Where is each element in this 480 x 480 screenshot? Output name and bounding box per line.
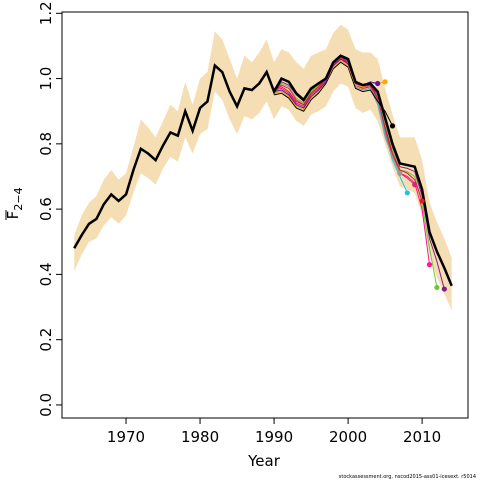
y-axis-label-main: F xyxy=(4,211,22,220)
x-tick-label: 2010 xyxy=(403,428,441,446)
endpoint xyxy=(434,284,440,291)
y-axis-label-sub: 2−4 xyxy=(12,187,25,210)
retro-line xyxy=(273,61,393,127)
x-tick-label: 2000 xyxy=(329,428,367,446)
y-axis-label: F 2−4 xyxy=(4,187,25,220)
endpoint xyxy=(375,80,381,87)
confidence-band xyxy=(74,24,452,311)
endpoint xyxy=(419,198,425,204)
endpoint xyxy=(382,79,388,85)
x-axis-label: Year xyxy=(247,452,281,470)
y-tick-label: 0.6 xyxy=(37,197,55,221)
x-tick-label: 1970 xyxy=(107,428,145,446)
footnote: stockassessment.org, nscod2015-ass01-ice… xyxy=(339,474,476,480)
plot-frame xyxy=(61,11,469,419)
main-line xyxy=(73,54,453,287)
endpoint xyxy=(412,182,418,188)
endpoint xyxy=(426,262,433,268)
y-tick-label: 0.4 xyxy=(37,262,55,286)
y-tick-label: 0.2 xyxy=(37,328,55,352)
endpoint xyxy=(397,170,403,176)
y-tick-label: 1.2 xyxy=(37,1,55,25)
y-tick-label: 0.8 xyxy=(37,132,55,156)
y-tick-label: 1.0 xyxy=(37,67,55,91)
x-tick-label: 1990 xyxy=(255,428,293,446)
endpoint xyxy=(404,190,410,196)
endpoint xyxy=(441,286,447,292)
endpoint xyxy=(389,123,396,129)
x-tick-label: 1980 xyxy=(181,428,219,446)
y-tick-label: 0.0 xyxy=(37,393,55,417)
